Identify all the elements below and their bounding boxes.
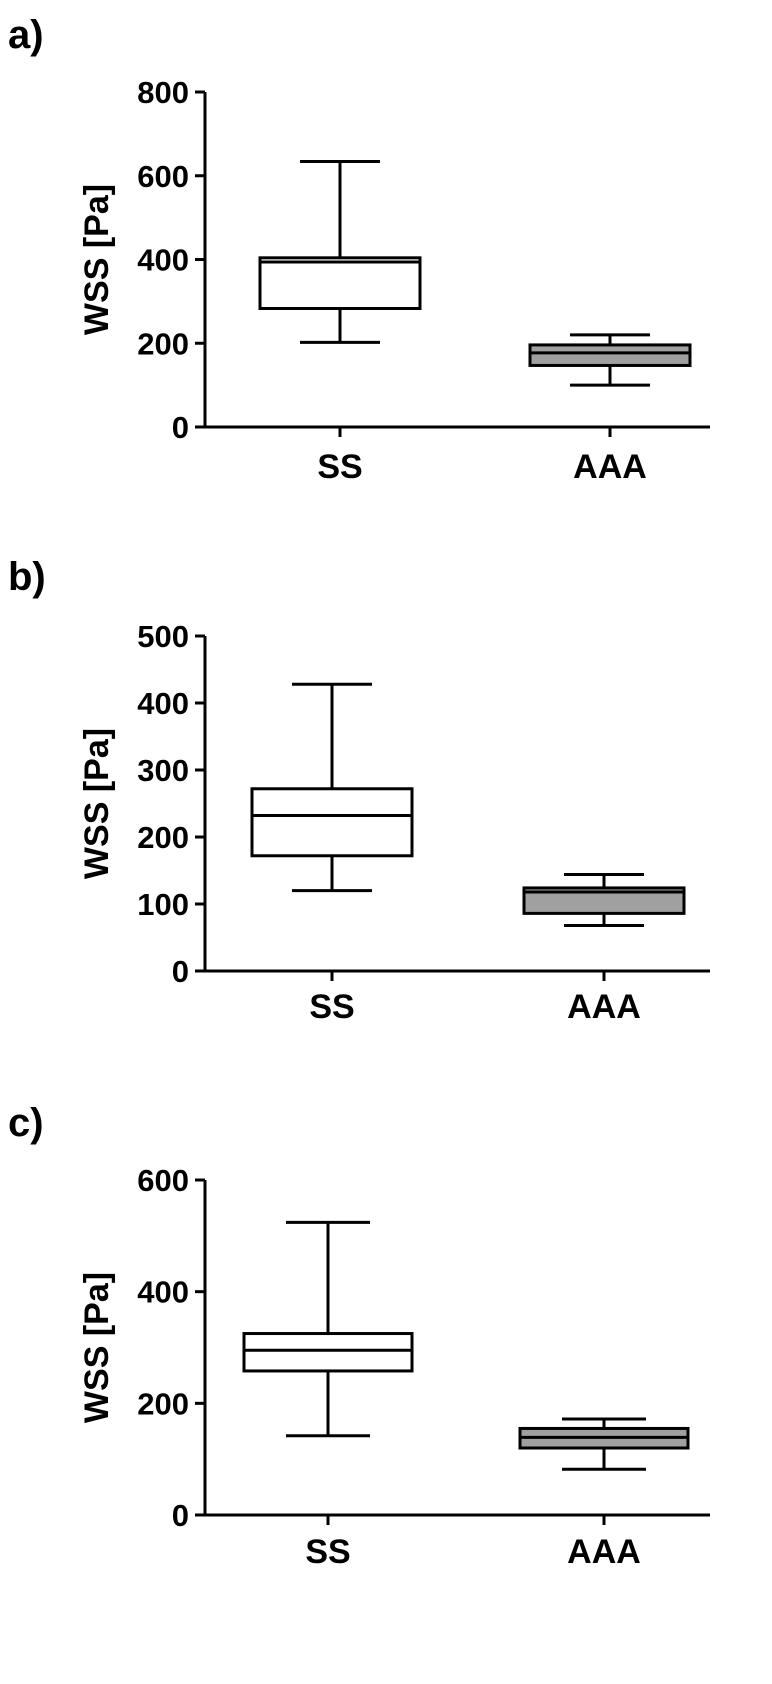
x-category-label: AAA [573, 448, 647, 486]
y-tick-label: 100 [137, 887, 189, 922]
y-tick-label: 400 [137, 243, 189, 278]
panel-label: a) [8, 13, 44, 57]
iqr-box [242, 1332, 414, 1373]
y-axis-title: WSS [Pa] [78, 728, 116, 879]
x-category-label: SS [305, 1533, 350, 1571]
box-ss [242, 1220, 414, 1438]
y-axis-title: WSS [Pa] [78, 1272, 116, 1423]
panel-c: c) WSS [Pa] 0 200 400 600 SS AAA [8, 1101, 710, 1571]
x-category-label: AAA [567, 988, 641, 1026]
box-ss [250, 682, 414, 893]
y-tick-label: 500 [137, 619, 189, 654]
panel-a: a) WSS [Pa] 0 200 400 600 800 SS AAA [8, 13, 710, 486]
box-aaa [522, 873, 686, 927]
box-aaa [528, 333, 692, 387]
panel-b: b) WSS [Pa] 0 100 200 300 400 500 SS AAA [8, 555, 710, 1026]
y-axis-title: WSS [Pa] [78, 184, 116, 335]
y-tick-label: 200 [137, 820, 189, 855]
iqr-box [528, 343, 692, 367]
y-tick-label: 300 [137, 753, 189, 788]
y-tick-label: 800 [137, 75, 189, 110]
iqr-box [250, 787, 414, 858]
y-tick-label: 200 [137, 326, 189, 361]
box-aaa [518, 1417, 690, 1471]
y-tick-label: 200 [137, 1386, 189, 1421]
y-tick-label: 0 [172, 410, 189, 445]
y-tick-label: 400 [137, 686, 189, 721]
y-tick-label: 600 [137, 1163, 189, 1198]
y-tick-label: 600 [137, 159, 189, 194]
x-category-label: AAA [567, 1533, 641, 1571]
y-tick-label: 400 [137, 1275, 189, 1310]
x-category-label: SS [317, 448, 362, 486]
panel-label: c) [8, 1101, 44, 1145]
y-tick-label: 0 [172, 1498, 189, 1533]
panel-label: b) [8, 555, 46, 599]
y-tick-label: 0 [172, 954, 189, 989]
x-category-label: SS [309, 988, 354, 1026]
iqr-box [258, 256, 422, 310]
box-ss [258, 160, 422, 344]
